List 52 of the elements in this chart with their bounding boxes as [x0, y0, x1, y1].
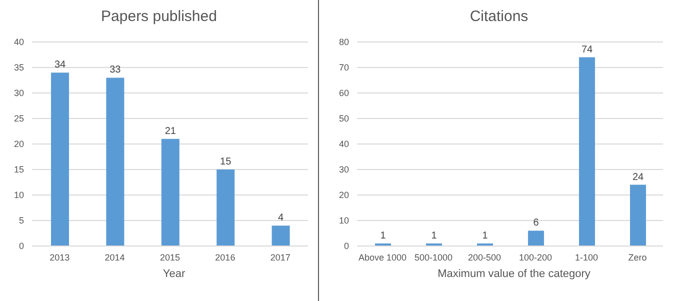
data-label: 24 [632, 172, 644, 183]
x-tick-label: 2017 [270, 252, 290, 262]
bar [216, 170, 235, 246]
y-tick-label: 10 [338, 216, 349, 226]
data-label: 74 [581, 44, 593, 56]
data-label: 1 [431, 230, 438, 242]
y-tick-label: 40 [14, 37, 24, 48]
y-tick-label: 0 [18, 241, 24, 252]
bar [161, 138, 180, 246]
data-label: 34 [54, 60, 66, 71]
bar [51, 72, 69, 246]
data-label: 33 [110, 64, 122, 76]
y-tick-label: 0 [344, 241, 349, 252]
bar [630, 184, 646, 246]
x-tick-label: 1-100 [574, 252, 598, 262]
x-tick-label: 200-500 [468, 252, 502, 262]
x-axis-title: Maximum value of the category [436, 268, 592, 280]
x-tick-label: 2015 [160, 252, 180, 262]
y-tick-label: 25 [14, 114, 24, 124]
chart-title: Papers published [100, 8, 218, 27]
x-tick-label: 2013 [50, 252, 70, 262]
y-tick-label: 30 [338, 164, 349, 175]
bar [579, 57, 595, 246]
chart-title: Citations [468, 8, 530, 27]
y-tick-label: 20 [338, 190, 349, 200]
x-axis-title: Year [162, 268, 186, 280]
y-tick-label: 50 [338, 114, 349, 124]
data-label: 1 [482, 230, 488, 242]
y-tick-label: 15 [14, 164, 24, 175]
x-tick-label: 2016 [215, 252, 236, 262]
data-label: 1 [380, 230, 386, 242]
data-label: 15 [220, 156, 232, 168]
x-tick-label: Zero [628, 252, 647, 262]
y-tick-label: 80 [338, 37, 349, 48]
y-tick-label: 30 [14, 88, 24, 98]
x-tick-label: 500-1000 [414, 252, 453, 262]
y-tick-label: 10 [14, 190, 24, 200]
data-label: 6 [533, 218, 540, 229]
x-tick-label: 100-200 [518, 252, 552, 262]
y-tick-label: 60 [338, 88, 349, 98]
x-tick-label: 2014 [104, 252, 125, 262]
y-tick-label: 40 [338, 139, 349, 150]
bar [528, 230, 544, 246]
data-label: 21 [164, 126, 176, 137]
x-tick-label: Above 1000 [358, 252, 407, 262]
y-tick-label: 20 [14, 139, 24, 150]
bar [272, 226, 290, 246]
y-tick-label: 5 [18, 216, 24, 226]
bar [106, 78, 124, 246]
y-tick-label: 35 [14, 62, 24, 73]
data-label: 4 [278, 212, 284, 224]
y-tick-label: 70 [338, 62, 349, 73]
